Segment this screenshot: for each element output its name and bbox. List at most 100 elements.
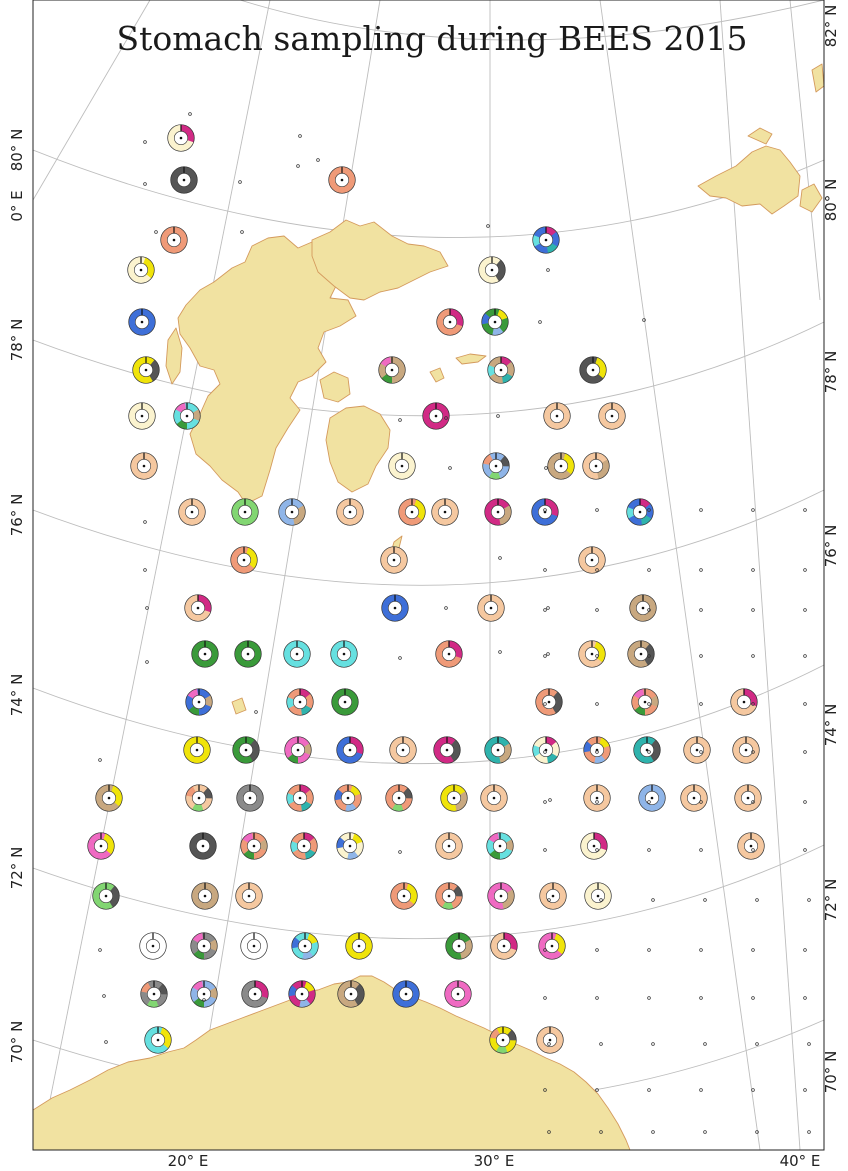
empty-station-dot — [543, 750, 547, 754]
empty-station-dot — [595, 948, 599, 952]
station-marker — [435, 832, 463, 860]
station-marker — [547, 452, 575, 480]
svalbard-forland — [165, 327, 183, 385]
longitude-gridlines — [33, 0, 821, 1150]
empty-station-dot — [703, 1130, 707, 1134]
empty-station-dot — [699, 948, 703, 952]
empty-station-dot — [595, 508, 599, 512]
right-lat-label: 74° N — [822, 704, 840, 747]
empty-station-dot — [398, 418, 402, 422]
svalbard-nordaustlandet — [311, 219, 449, 301]
station-marker — [531, 498, 559, 526]
station-marker — [330, 640, 358, 668]
right-lat-label: 80° N — [822, 179, 840, 222]
station-marker — [235, 882, 263, 910]
station-marker — [732, 736, 760, 764]
right-lat-label: 76° N — [822, 525, 840, 568]
left-lat-label: 76° N — [8, 494, 26, 537]
station-marker — [241, 980, 269, 1008]
empty-station-dot — [595, 800, 599, 804]
empty-station-dot — [296, 164, 300, 168]
franz-josef-land-east — [799, 183, 823, 213]
empty-station-dot — [543, 948, 547, 952]
station-marker — [336, 832, 364, 860]
station-marker — [431, 498, 459, 526]
station-marker — [190, 980, 218, 1008]
empty-station-dot — [699, 702, 703, 706]
empty-station-dot — [543, 800, 547, 804]
station-marker — [286, 784, 314, 812]
left-lon-label: 0° E — [8, 190, 26, 221]
empty-station-dot — [595, 654, 599, 658]
empty-station-dot — [496, 414, 500, 418]
empty-station-dot — [755, 898, 759, 902]
station-marker — [130, 452, 158, 480]
kong-karls-land — [455, 353, 487, 365]
empty-station-dot — [647, 800, 651, 804]
empty-station-dot — [751, 702, 755, 706]
station-marker — [422, 402, 450, 430]
station-marker — [337, 980, 365, 1008]
empty-station-dot — [647, 750, 651, 754]
empty-station-dot — [803, 608, 807, 612]
empty-station-dot — [238, 180, 242, 184]
station-marker — [487, 356, 515, 384]
station-marker — [445, 932, 473, 960]
map-title: Stomach sampling during BEES 2015 — [116, 19, 747, 58]
empty-station-dot — [538, 320, 542, 324]
station-marker — [578, 546, 606, 574]
empty-station-dot — [647, 508, 651, 512]
empty-station-dot — [544, 466, 548, 470]
empty-station-dot — [143, 568, 147, 572]
station-marker — [582, 452, 610, 480]
empty-station-dot — [316, 158, 320, 162]
station-marker — [398, 498, 426, 526]
empty-station-dot — [803, 508, 807, 512]
station-marker — [336, 498, 364, 526]
empty-station-dot — [755, 1042, 759, 1046]
station-marker — [392, 980, 420, 1008]
station-marker — [683, 736, 711, 764]
left-lat-label: 78° N — [8, 319, 26, 362]
station-marker — [232, 736, 260, 764]
station-marker — [231, 498, 259, 526]
empty-station-dot — [751, 750, 755, 754]
station-marker — [331, 688, 359, 716]
empty-station-dot — [448, 466, 452, 470]
empty-station-dot — [647, 996, 651, 1000]
empty-station-dot — [751, 608, 755, 612]
empty-station-dot — [145, 606, 149, 610]
station-marker — [236, 784, 264, 812]
station-marker — [380, 546, 408, 574]
empty-station-dot — [548, 798, 552, 802]
station-marker — [478, 256, 506, 284]
empty-station-dot — [699, 750, 703, 754]
left-lat-label: 70° N — [8, 1021, 26, 1064]
empty-station-dot — [807, 898, 811, 902]
left-lat-label: 74° N — [8, 674, 26, 717]
station-marker — [389, 736, 417, 764]
station-marker — [128, 308, 156, 336]
empty-station-dot — [647, 948, 651, 952]
empty-station-dot — [699, 996, 703, 1000]
station-marker — [95, 784, 123, 812]
left-axis-labels: 80° N 0° E 78° N 76° N 74° N 72° N 70° N — [8, 129, 26, 1064]
station-marker — [385, 784, 413, 812]
empty-station-dot — [599, 1042, 603, 1046]
station-marker — [626, 498, 654, 526]
empty-station-dot — [398, 656, 402, 660]
empty-station-dot — [143, 140, 147, 144]
station-marker — [538, 932, 566, 960]
station-marker — [288, 980, 316, 1008]
station-marker — [737, 832, 765, 860]
empty-station-dot — [143, 520, 147, 524]
empty-station-dot — [599, 1130, 603, 1134]
station-marker — [345, 932, 373, 960]
empty-station-dot — [703, 898, 707, 902]
station-marker — [139, 932, 167, 960]
station-marker — [92, 882, 120, 910]
station-marker — [170, 166, 198, 194]
station-marker — [284, 736, 312, 764]
station-marker — [598, 402, 626, 430]
station-marker — [390, 882, 418, 910]
